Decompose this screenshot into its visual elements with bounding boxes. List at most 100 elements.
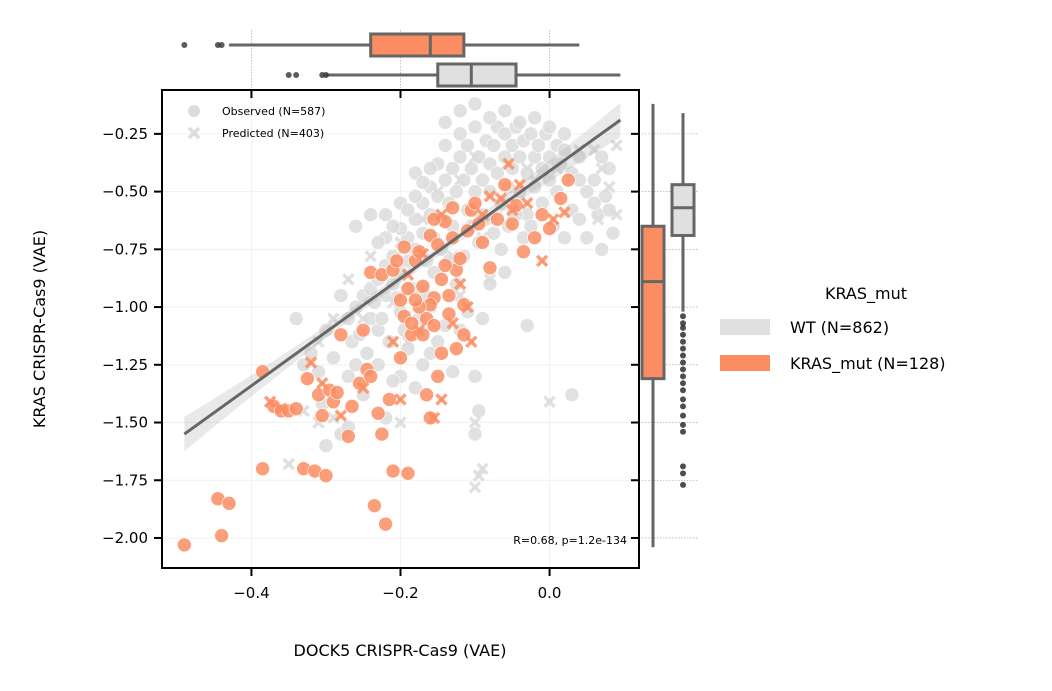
data-point-mut-observed <box>393 350 408 366</box>
data-point-mut-observed <box>393 292 408 308</box>
y-axis-label: KRAS CRISPR-Cas9 (VAE) <box>30 230 49 428</box>
data-point-mut-predicted <box>547 213 560 226</box>
data-point-wt-predicted <box>610 139 623 152</box>
data-point-mut-observed <box>408 292 423 308</box>
data-point-wt-observed <box>452 103 468 119</box>
data-point-mut-observed <box>382 392 397 407</box>
right-box-wt-outlier <box>680 345 686 352</box>
data-point-mut-observed <box>467 195 483 211</box>
data-point-wt-observed <box>512 115 528 130</box>
data-point-mut-observed <box>419 387 434 403</box>
data-point-mut-observed <box>434 345 449 361</box>
data-point-mut-predicted <box>386 335 400 348</box>
data-point-wt-observed <box>557 230 572 246</box>
right-box-wt-outlier <box>680 320 686 327</box>
data-point-wt-observed <box>542 119 557 135</box>
data-point-wt-predicted <box>602 180 616 194</box>
data-point-mut-observed <box>288 401 304 416</box>
data-point-wt-observed <box>437 115 453 130</box>
data-point-wt-observed <box>445 364 460 380</box>
data-point-wt-predicted <box>282 457 295 471</box>
right-box-wt-outlier <box>680 331 686 338</box>
data-point-wt-observed <box>385 373 401 389</box>
data-point-mut-predicted <box>446 316 459 330</box>
data-point-mut-predicted <box>435 393 448 406</box>
group-legend-mut-swatch <box>720 355 770 371</box>
right-box-wt-outlier <box>680 366 686 373</box>
data-point-mut-observed <box>475 235 490 250</box>
data-point-mut-observed <box>426 318 442 333</box>
data-point-mut-predicted <box>334 409 348 422</box>
data-point-mut-observed <box>449 341 464 356</box>
data-point-mut-predicted <box>412 323 426 337</box>
data-point-wt-observed <box>359 345 375 361</box>
group-legend: KRAS_mut WT (N=862) KRAS_mut (N=128) <box>720 284 946 374</box>
data-point-wt-observed <box>527 110 542 126</box>
data-point-wt-observed <box>467 426 483 442</box>
data-point-wt-predicted <box>595 162 608 175</box>
data-point-mut-predicted <box>435 208 448 221</box>
y-tick-label: −1.50 <box>102 414 148 432</box>
data-point-mut-observed <box>441 288 457 303</box>
data-point-wt-observed <box>341 369 356 384</box>
right-box-wt-outlier <box>680 463 686 470</box>
data-point-wt-observed <box>497 103 513 119</box>
data-point-mut-observed <box>318 468 334 483</box>
data-point-wt-predicted <box>543 395 556 408</box>
data-point-wt-observed <box>542 149 557 165</box>
right-box-wt-outlier <box>680 470 686 477</box>
data-point-wt-observed <box>605 225 621 241</box>
top-box-mut-outlier <box>181 42 188 48</box>
data-point-wt-observed <box>467 96 483 112</box>
data-point-wt-predicted <box>472 469 485 482</box>
data-point-wt-observed <box>452 126 468 142</box>
data-point-mut-predicted <box>502 157 515 171</box>
data-point-wt-observed <box>408 380 423 396</box>
data-point-mut-predicted <box>275 402 288 415</box>
data-point-wt-predicted <box>327 312 340 325</box>
data-point-wt-observed <box>564 387 580 403</box>
data-point-wt-observed <box>486 138 501 153</box>
inner-legend-observed-label: Observed (N=587) <box>222 105 325 118</box>
data-point-wt-observed <box>385 218 401 234</box>
data-point-mut-predicted <box>513 178 526 191</box>
data-point-wt-observed <box>456 172 472 188</box>
data-point-mut-predicted <box>461 300 474 314</box>
data-point-wt-observed <box>415 175 431 190</box>
data-point-mut-predicted <box>304 356 318 369</box>
right-box-wt-outlier <box>680 421 686 428</box>
data-point-wt-predicted <box>394 416 407 429</box>
data-point-wt-predicted <box>468 480 482 494</box>
data-point-wt-observed <box>471 149 487 165</box>
data-point-mut-predicted <box>453 277 467 291</box>
data-point-wt-predicted <box>591 213 605 226</box>
data-point-mut-predicted <box>263 395 277 408</box>
data-point-mut-observed <box>214 528 229 543</box>
data-point-mut-observed <box>221 496 237 511</box>
data-point-wt-observed <box>557 142 572 158</box>
top-box-wt-outlier <box>322 72 329 78</box>
data-point-wt-observed <box>423 161 438 176</box>
data-point-wt-observed <box>348 218 364 234</box>
data-point-wt-observed <box>288 311 304 326</box>
data-point-mut-observed <box>482 260 498 276</box>
data-point-mut-observed <box>355 322 371 338</box>
data-point-mut-observed <box>367 498 382 513</box>
data-point-wt-observed <box>519 318 535 333</box>
data-point-mut-observed <box>423 410 438 426</box>
data-point-mut-predicted <box>558 206 571 219</box>
data-point-wt-observed <box>374 311 390 326</box>
data-point-wt-observed <box>497 149 513 165</box>
data-point-wt-observed <box>437 138 453 153</box>
data-point-wt-observed <box>482 110 498 126</box>
y-tick-label: −0.75 <box>102 240 148 258</box>
data-point-mut-observed <box>314 408 330 423</box>
data-point-wt-observed <box>497 265 513 280</box>
data-point-mut-observed <box>300 371 315 386</box>
data-point-wt-observed <box>557 126 572 142</box>
data-point-wt-observed <box>452 149 468 165</box>
top-box-mut-outlier <box>218 42 225 48</box>
inner-legend-predicted-marker <box>187 126 201 140</box>
data-point-mut-predicted <box>483 189 497 203</box>
